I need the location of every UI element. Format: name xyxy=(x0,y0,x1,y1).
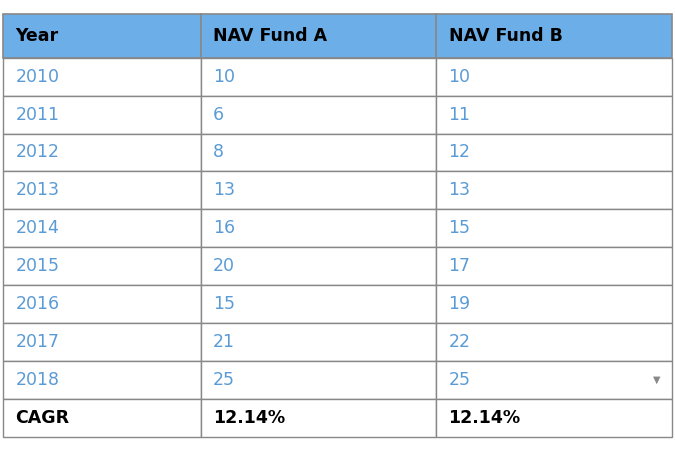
Text: 10: 10 xyxy=(213,68,235,85)
Bar xyxy=(200,209,437,247)
Text: ▼: ▼ xyxy=(653,375,661,385)
Text: 16: 16 xyxy=(213,219,235,237)
Text: 2016: 2016 xyxy=(16,295,59,313)
Text: 13: 13 xyxy=(449,182,470,199)
Text: 13: 13 xyxy=(213,182,235,199)
Text: 2010: 2010 xyxy=(16,68,59,85)
Bar xyxy=(437,58,672,96)
Bar xyxy=(200,247,437,285)
Text: 15: 15 xyxy=(213,295,235,313)
Bar xyxy=(3,247,200,285)
Bar xyxy=(437,209,672,247)
Text: NAV Fund B: NAV Fund B xyxy=(449,27,562,45)
Bar xyxy=(437,14,672,58)
Bar xyxy=(437,399,672,437)
Bar xyxy=(200,323,437,361)
Text: 25: 25 xyxy=(213,371,235,389)
Bar xyxy=(200,58,437,96)
Bar xyxy=(200,285,437,323)
Bar xyxy=(437,285,672,323)
Bar xyxy=(437,361,672,399)
Bar xyxy=(200,134,437,171)
Text: 12.14%: 12.14% xyxy=(449,409,520,426)
Bar xyxy=(3,285,200,323)
Bar xyxy=(437,171,672,209)
Bar xyxy=(200,96,437,134)
Text: NAV Fund A: NAV Fund A xyxy=(213,27,327,45)
Text: 19: 19 xyxy=(449,295,470,313)
Text: 22: 22 xyxy=(449,333,470,351)
Text: 20: 20 xyxy=(213,257,235,275)
Text: CAGR: CAGR xyxy=(16,409,70,426)
Bar xyxy=(3,399,200,437)
Bar xyxy=(3,209,200,247)
Bar xyxy=(3,323,200,361)
Bar xyxy=(200,14,437,58)
Text: 2018: 2018 xyxy=(16,371,59,389)
Text: 6: 6 xyxy=(213,106,224,123)
Text: 2013: 2013 xyxy=(16,182,59,199)
Bar xyxy=(200,399,437,437)
Text: 8: 8 xyxy=(213,144,223,161)
Text: 2017: 2017 xyxy=(16,333,59,351)
Bar xyxy=(3,171,200,209)
Bar xyxy=(3,96,200,134)
Text: 12: 12 xyxy=(449,144,470,161)
Bar xyxy=(437,96,672,134)
Bar xyxy=(437,323,672,361)
Bar xyxy=(3,134,200,171)
Text: 17: 17 xyxy=(449,257,470,275)
Text: 2014: 2014 xyxy=(16,219,59,237)
Text: 25: 25 xyxy=(449,371,470,389)
Bar xyxy=(3,361,200,399)
Text: 11: 11 xyxy=(449,106,470,123)
Text: 10: 10 xyxy=(449,68,470,85)
Bar xyxy=(437,134,672,171)
Bar xyxy=(200,171,437,209)
Text: 15: 15 xyxy=(449,219,470,237)
Bar xyxy=(437,247,672,285)
Bar xyxy=(3,14,200,58)
Text: 2012: 2012 xyxy=(16,144,59,161)
Text: 21: 21 xyxy=(213,333,235,351)
Text: 12.14%: 12.14% xyxy=(213,409,285,426)
Bar xyxy=(200,361,437,399)
Text: 2011: 2011 xyxy=(16,106,59,123)
Text: 2015: 2015 xyxy=(16,257,59,275)
Bar xyxy=(3,58,200,96)
Text: Year: Year xyxy=(16,27,59,45)
